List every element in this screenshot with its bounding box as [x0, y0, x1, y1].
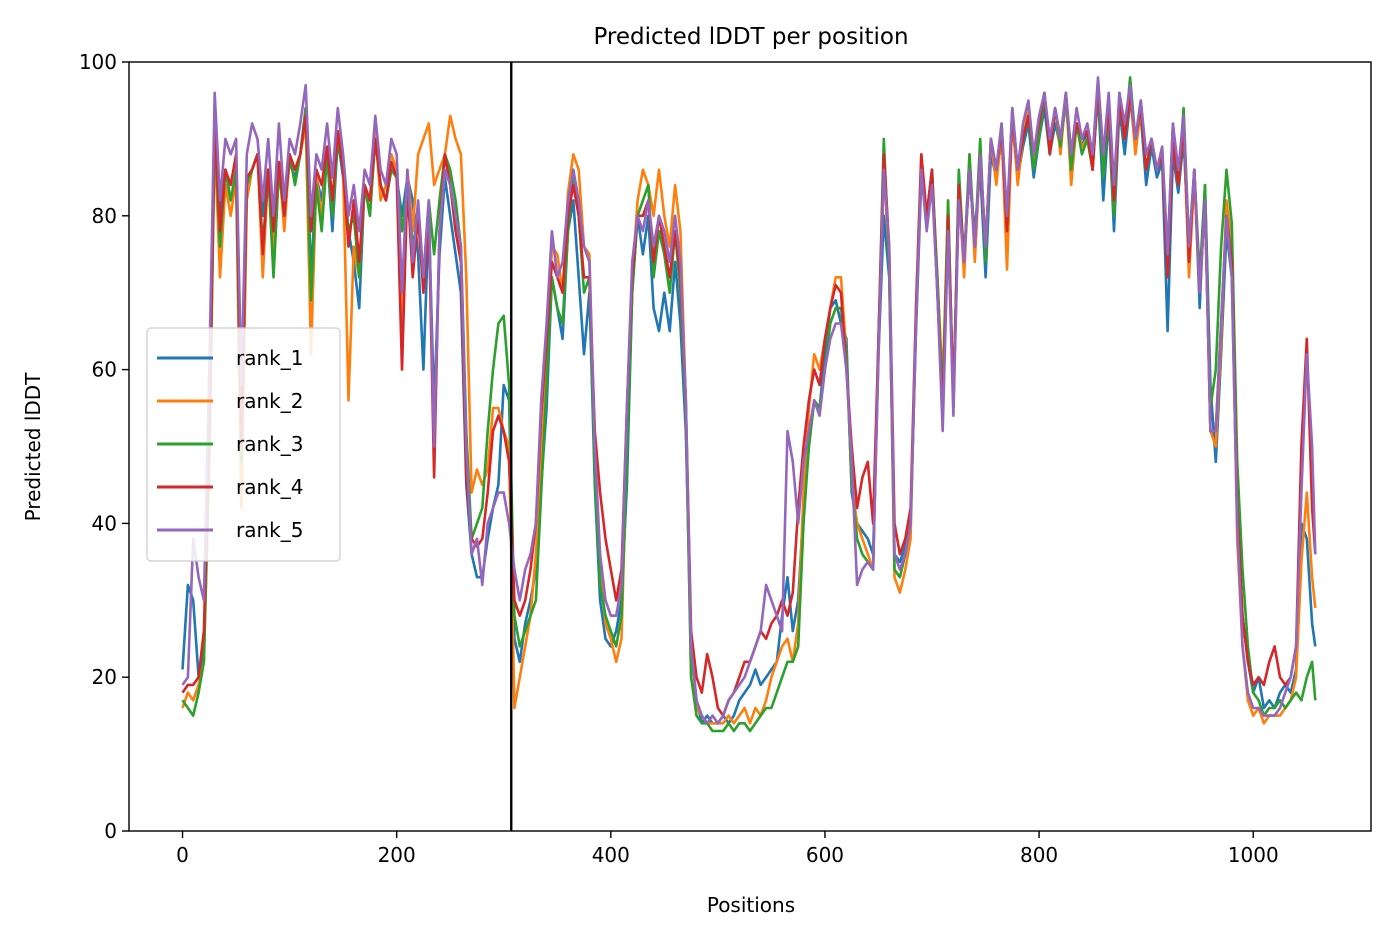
y-tick-label: 80 [92, 204, 117, 228]
legend-label-rank_3: rank_3 [236, 432, 303, 456]
y-axis-ticks: 0 20 40 60 80 100 [79, 50, 129, 843]
series-line-rank_5 [181, 76, 1317, 725]
plot-frame [128, 61, 1372, 832]
x-tick-label: 200 [378, 843, 416, 867]
y-tick-label: 0 [104, 819, 117, 843]
y-tick-label: 60 [92, 358, 117, 382]
x-tick-label: 0 [176, 843, 189, 867]
legend-label-rank_5: rank_5 [236, 518, 303, 542]
x-tick-label: 600 [806, 843, 844, 867]
legend-label-rank_2: rank_2 [236, 389, 303, 413]
x-axis-label: Positions [707, 893, 795, 917]
x-axis-ticks: 0 200 400 600 800 1000 [176, 831, 1279, 867]
series-lines [181, 76, 1317, 733]
y-axis-label: Predicted lDDT [21, 372, 45, 522]
y-tick-label: 100 [79, 50, 117, 74]
x-tick-label: 400 [592, 843, 630, 867]
legend-box [146, 327, 341, 562]
legend-label-rank_1: rank_1 [236, 346, 303, 370]
x-tick-label: 800 [1020, 843, 1058, 867]
chart-title: Predicted lDDT per position [593, 24, 908, 50]
legend: rank_1 rank_2 rank_3 rank_4 rank_5 [146, 327, 341, 562]
y-tick-label: 20 [92, 665, 117, 689]
legend-label-rank_4: rank_4 [236, 475, 303, 499]
y-tick-label: 40 [92, 511, 117, 535]
x-tick-label: 1000 [1228, 843, 1279, 867]
